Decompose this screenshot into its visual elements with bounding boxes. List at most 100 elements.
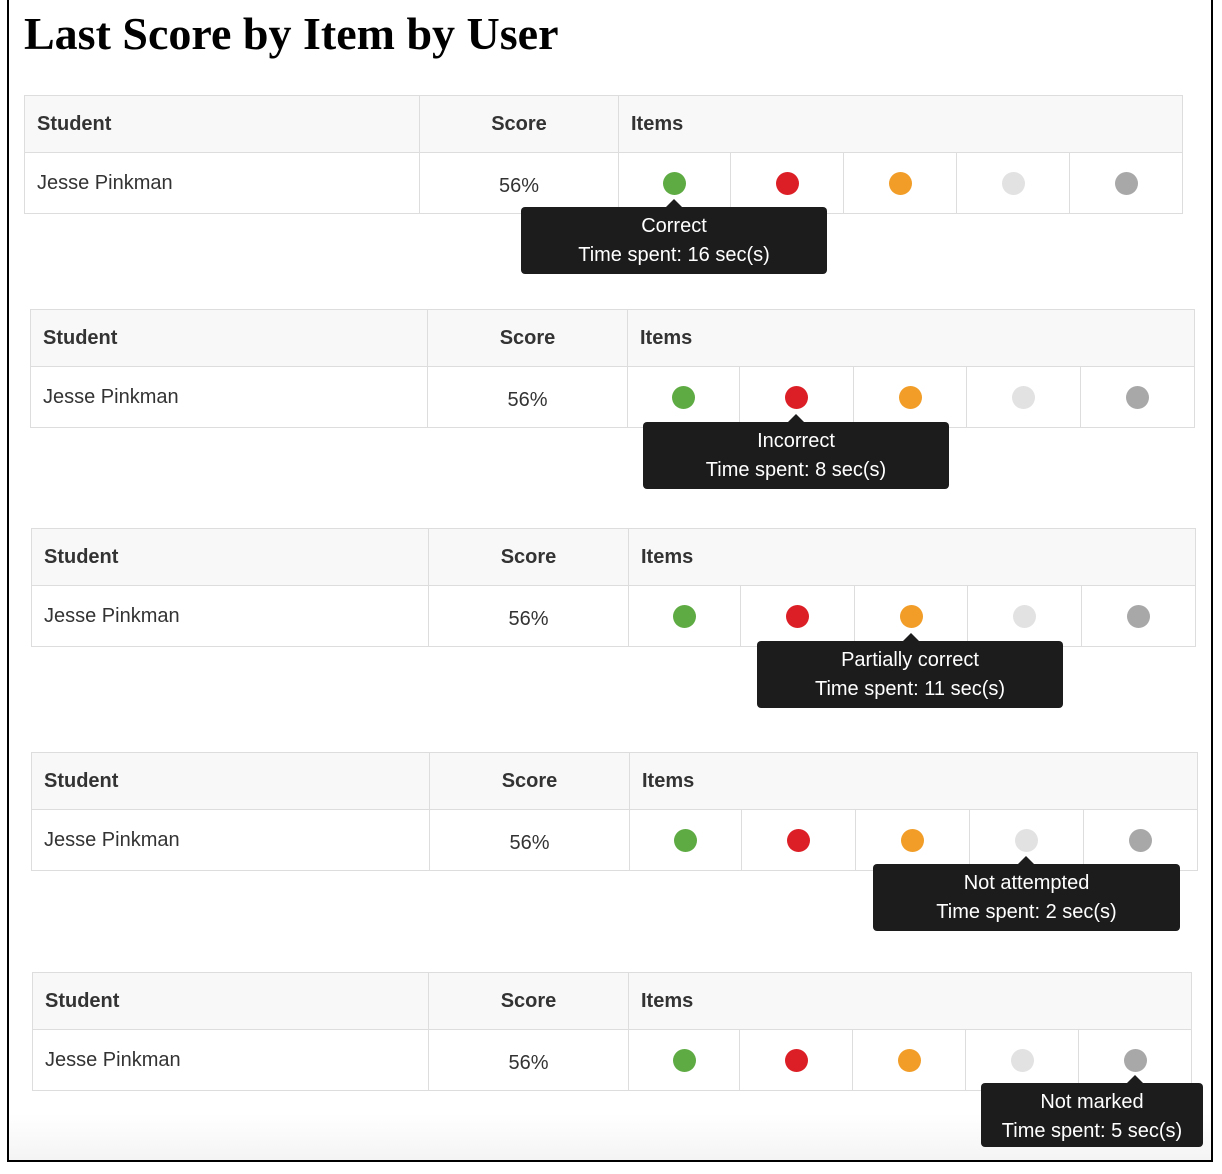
item-status-dot-incorrect[interactable] xyxy=(785,385,808,409)
student-column-header[interactable]: Student xyxy=(32,972,429,1030)
item-status-dot-partially-correct[interactable] xyxy=(899,604,923,628)
tooltip-time-spent: Time spent: 2 sec(s) xyxy=(936,901,1117,923)
item-cell xyxy=(1080,585,1197,647)
score-column-header[interactable]: Score xyxy=(427,309,628,367)
item-status-dot-correct[interactable] xyxy=(672,385,695,409)
score-value: 56% xyxy=(429,809,630,871)
tooltip-status: Not marked xyxy=(1040,1091,1144,1113)
student-name: Jesse Pinkman xyxy=(31,809,430,871)
item-cell xyxy=(956,152,1070,214)
item-status-dot-not-marked[interactable] xyxy=(1129,828,1153,852)
student-column-header[interactable]: Student xyxy=(31,752,430,810)
item-status-dot-not-attempted[interactable] xyxy=(1015,828,1038,852)
item-status-dot-not-attempted[interactable] xyxy=(1010,1048,1034,1072)
item-status-dot-not-attempted[interactable] xyxy=(1012,385,1035,409)
item-status-dot-incorrect[interactable] xyxy=(786,604,809,628)
item-status-dot-partially-correct[interactable] xyxy=(898,385,922,409)
item-status-dot-incorrect[interactable] xyxy=(775,171,799,195)
item-tooltip: Not marked Time spent: 5 sec(s) xyxy=(981,1075,1203,1147)
student-column-header[interactable]: Student xyxy=(30,309,428,367)
item-cell xyxy=(628,585,741,647)
table-header-row: Student Score Items xyxy=(32,972,1193,1030)
score-table: Student Score Items Jesse Pinkman 56% xyxy=(24,95,1184,214)
tooltip-status: Correct xyxy=(641,215,707,237)
item-cell xyxy=(852,1029,966,1091)
item-cell xyxy=(967,585,1082,647)
table-header-row: Student Score Items xyxy=(24,95,1184,153)
item-status-dot-not-marked[interactable] xyxy=(1127,604,1151,628)
tooltip-status: Not attempted xyxy=(963,872,1090,894)
items-column-header[interactable]: Items xyxy=(627,972,1193,1030)
item-status-dot-incorrect[interactable] xyxy=(784,1048,808,1072)
item-status-dot-correct[interactable] xyxy=(672,1048,696,1072)
tooltip-time-spent: Time spent: 16 sec(s) xyxy=(578,244,770,266)
item-status-dot-not-attempted[interactable] xyxy=(1001,171,1025,195)
score-column-header[interactable]: Score xyxy=(429,752,630,810)
item-status-dot-not-marked[interactable] xyxy=(1126,385,1150,409)
item-cell xyxy=(741,809,856,871)
score-table: Student Score Items Jesse Pinkman 56% xyxy=(30,309,1196,428)
score-value: 56% xyxy=(428,1029,629,1091)
tooltip-arrow xyxy=(1126,1075,1143,1083)
table-header-row: Student Score Items xyxy=(30,309,1196,367)
items-column-header[interactable]: Items xyxy=(626,309,1196,367)
score-column-header[interactable]: Score xyxy=(428,528,629,586)
table-row: Jesse Pinkman 56% xyxy=(31,809,1199,871)
table-row: Jesse Pinkman 56% xyxy=(31,585,1197,647)
item-status-dot-correct[interactable] xyxy=(673,604,696,628)
items-column-header[interactable]: Items xyxy=(628,752,1199,810)
item-status-dot-partially-correct[interactable] xyxy=(897,1048,921,1072)
item-cell xyxy=(629,809,742,871)
student-name: Jesse Pinkman xyxy=(31,585,429,647)
table-row: Jesse Pinkman 56% xyxy=(30,366,1196,428)
tooltip-status: Partially correct xyxy=(841,649,979,671)
score-column-header[interactable]: Score xyxy=(419,95,619,153)
item-status-dot-partially-correct[interactable] xyxy=(888,171,912,195)
item-status-dot-not-marked[interactable] xyxy=(1114,171,1138,195)
page-title: Last Score by Item by User xyxy=(24,8,559,59)
tooltip-status: Incorrect xyxy=(757,430,835,452)
item-cell xyxy=(1082,809,1199,871)
item-status-dot-partially-correct[interactable] xyxy=(901,828,924,852)
table-header-row: Student Score Items xyxy=(31,528,1197,586)
item-tooltip: Partially correct Time spent: 11 sec(s) xyxy=(757,633,1063,708)
item-cell xyxy=(628,1029,740,1091)
item-status-dot-correct[interactable] xyxy=(663,171,686,195)
score-table: Student Score Items Jesse Pinkman 56% xyxy=(32,972,1193,1091)
item-cell xyxy=(965,1029,1079,1091)
tooltip-arrow xyxy=(902,633,919,641)
score-table: Student Score Items Jesse Pinkman 56% xyxy=(31,752,1199,871)
item-tooltip: Correct Time spent: 16 sec(s) xyxy=(521,199,827,274)
item-cell xyxy=(1079,366,1196,428)
tooltip-time-spent: Time spent: 5 sec(s) xyxy=(1001,1120,1183,1142)
table-row: Jesse Pinkman 56% xyxy=(32,1029,1193,1091)
item-status-dot-incorrect[interactable] xyxy=(787,828,810,852)
student-name: Jesse Pinkman xyxy=(24,152,420,214)
score-column-header[interactable]: Score xyxy=(428,972,629,1030)
item-status-dot-not-attempted[interactable] xyxy=(1013,604,1036,628)
tooltip-arrow xyxy=(666,199,682,207)
score-table: Student Score Items Jesse Pinkman 56% xyxy=(31,528,1197,647)
items-column-header[interactable]: Items xyxy=(617,95,1184,153)
item-tooltip: Incorrect Time spent: 8 sec(s) xyxy=(643,414,949,489)
items-column-header[interactable]: Items xyxy=(627,528,1197,586)
item-cell xyxy=(740,585,855,647)
student-column-header[interactable]: Student xyxy=(24,95,420,153)
tooltip-time-spent: Time spent: 11 sec(s) xyxy=(814,678,1006,700)
student-column-header[interactable]: Student xyxy=(31,528,429,586)
item-cell xyxy=(1068,152,1184,214)
table-header-row: Student Score Items xyxy=(31,752,1199,810)
item-cell xyxy=(855,809,970,871)
item-cell xyxy=(843,152,957,214)
item-cell xyxy=(730,152,844,214)
item-status-dot-correct[interactable] xyxy=(674,828,697,852)
tooltip-arrow xyxy=(1018,856,1034,864)
item-status-dot-not-marked[interactable] xyxy=(1123,1048,1147,1072)
table-row: Jesse Pinkman 56% xyxy=(24,152,1184,214)
score-value: 56% xyxy=(427,366,628,428)
student-name: Jesse Pinkman xyxy=(30,366,428,428)
score-value: 56% xyxy=(419,152,619,214)
student-name: Jesse Pinkman xyxy=(32,1029,429,1091)
item-cell xyxy=(853,366,967,428)
item-cell xyxy=(966,366,1081,428)
